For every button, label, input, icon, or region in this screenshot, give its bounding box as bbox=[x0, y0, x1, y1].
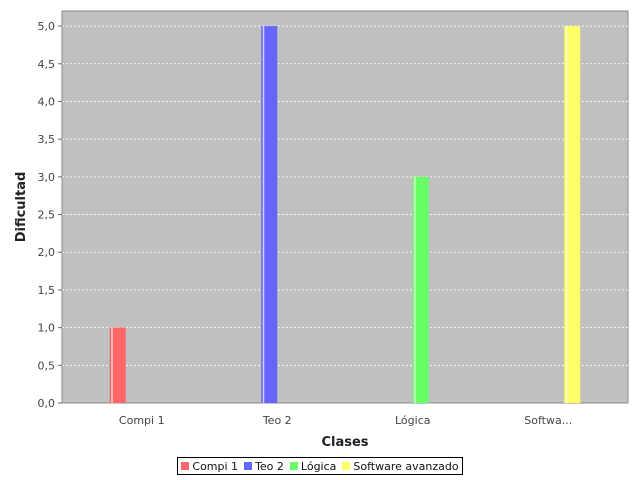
legend-item: Lógica bbox=[289, 459, 337, 473]
legend-swatch bbox=[244, 462, 253, 470]
bar-chart: 0,0 0,5 1,0 1,5 2,0 2,5 3,0 3,5 4,0 4,5 5,0 Compi … bbox=[14, 10, 629, 450]
legend-item: Teo 2 bbox=[244, 460, 284, 473]
y-tick-label: 0,5 bbox=[38, 359, 56, 372]
x-axis-ticks: Compi 1 Teo 2 Lógica Softwa... bbox=[119, 414, 572, 427]
legend-label: Lógica bbox=[300, 459, 337, 473]
bar bbox=[412, 176, 429, 403]
bar-highlight bbox=[262, 26, 265, 403]
y-axis-ticks: 0,0 0,5 1,0 1,5 2,0 2,5 3,0 3,5 4,0 4,5 5,0 bbox=[38, 20, 62, 410]
bar-highlight bbox=[565, 26, 568, 403]
bar-highlight bbox=[111, 327, 113, 403]
x-tick-label: Softwa... bbox=[524, 414, 572, 427]
legend-item: Software avanzado bbox=[342, 459, 459, 473]
legend-swatch bbox=[342, 462, 351, 470]
legend-swatch bbox=[289, 462, 298, 470]
legend-box: Compi 1 Teo 2 Lógica Software avanzado bbox=[177, 457, 463, 475]
y-tick-label: 0,0 bbox=[38, 397, 56, 410]
y-tick-label: 2,0 bbox=[38, 246, 56, 259]
x-axis-title: Clases bbox=[321, 435, 368, 450]
y-axis-title: Dificultad bbox=[14, 172, 29, 243]
y-tick-label: 1,5 bbox=[38, 284, 56, 297]
x-tick-label: Lógica bbox=[395, 414, 431, 427]
y-tick-label: 3,5 bbox=[38, 133, 56, 146]
bar bbox=[109, 327, 126, 403]
bar bbox=[564, 26, 581, 403]
legend-label: Compi 1 bbox=[192, 459, 239, 473]
bar bbox=[261, 26, 278, 403]
bar-highlight bbox=[414, 176, 416, 403]
y-tick-label: 5,0 bbox=[38, 20, 56, 33]
y-tick-label: 1,0 bbox=[38, 322, 56, 335]
y-tick-label: 3,0 bbox=[38, 171, 56, 184]
legend-label: Teo 2 bbox=[255, 459, 284, 473]
legend-label: Software avanzado bbox=[353, 459, 459, 473]
y-tick-label: 4,0 bbox=[38, 95, 56, 108]
bars bbox=[109, 26, 581, 403]
x-tick-label: Teo 2 bbox=[262, 414, 292, 427]
y-tick-label: 2,5 bbox=[38, 209, 56, 222]
x-tick-label: Compi 1 bbox=[119, 414, 165, 427]
legend-item: Compi 1 bbox=[181, 460, 238, 473]
y-tick-label: 4,5 bbox=[38, 58, 56, 71]
legend-swatch bbox=[181, 462, 190, 470]
legend: Compi 1 Teo 2 Lógica Software avanzado bbox=[0, 457, 640, 477]
plot-area bbox=[61, 10, 629, 404]
